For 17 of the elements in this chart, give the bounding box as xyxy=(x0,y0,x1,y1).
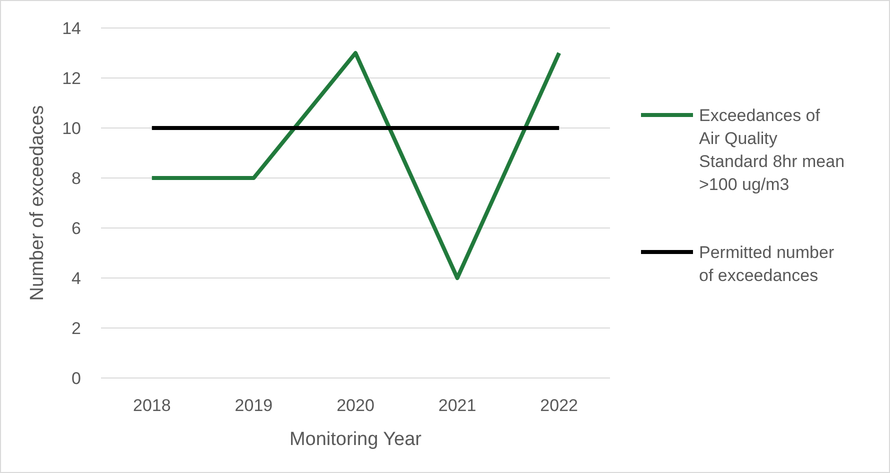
y-tick-label: 6 xyxy=(72,218,81,238)
x-tick-label: 2021 xyxy=(438,396,476,415)
x-tick-label: 2019 xyxy=(234,396,273,415)
x-tick-label: 2022 xyxy=(540,396,578,415)
y-tick-label: 12 xyxy=(62,68,81,88)
y-tick-label: 2 xyxy=(72,318,81,338)
y-tick-label: 10 xyxy=(62,118,81,138)
y-tick-label: 0 xyxy=(72,368,81,388)
y-tick-label: 4 xyxy=(72,268,81,288)
legend-label: Exceedances of Air Quality Standard 8hr mean >100 ug/m3 xyxy=(699,106,845,194)
y-axis-title: Number of exceedaces xyxy=(27,105,48,301)
x-tick-label: 2018 xyxy=(132,396,171,415)
y-tick-label: 14 xyxy=(62,18,81,38)
legend-label: Permitted number of exceedances xyxy=(699,242,834,285)
x-axis-title: Monitoring Year xyxy=(289,429,422,450)
x-tick-label: 2020 xyxy=(336,396,374,415)
y-tick-label: 8 xyxy=(72,168,81,188)
